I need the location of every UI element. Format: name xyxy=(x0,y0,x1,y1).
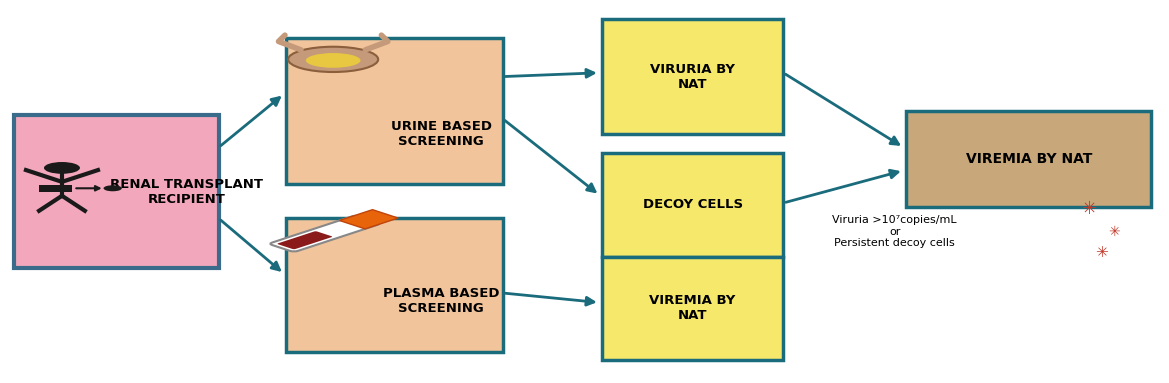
Text: VIREMIA BY
NAT: VIREMIA BY NAT xyxy=(650,294,735,322)
FancyBboxPatch shape xyxy=(602,257,783,360)
Text: PLASMA BASED
SCREENING: PLASMA BASED SCREENING xyxy=(383,286,499,315)
FancyBboxPatch shape xyxy=(286,218,503,352)
Ellipse shape xyxy=(306,53,360,68)
Text: ✳: ✳ xyxy=(1108,225,1120,239)
FancyBboxPatch shape xyxy=(602,153,783,257)
FancyBboxPatch shape xyxy=(14,115,219,268)
Text: URINE BASED
SCREENING: URINE BASED SCREENING xyxy=(390,120,492,148)
FancyBboxPatch shape xyxy=(286,38,503,184)
FancyBboxPatch shape xyxy=(39,185,71,192)
Text: RENAL TRANSPLANT
RECIPIENT: RENAL TRANSPLANT RECIPIENT xyxy=(110,177,263,206)
FancyBboxPatch shape xyxy=(602,19,783,134)
Text: DECOY CELLS: DECOY CELLS xyxy=(643,198,742,211)
FancyBboxPatch shape xyxy=(906,111,1151,207)
Text: VIRURIA BY
NAT: VIRURIA BY NAT xyxy=(650,62,735,91)
FancyBboxPatch shape xyxy=(277,231,332,249)
FancyBboxPatch shape xyxy=(270,216,380,252)
Circle shape xyxy=(44,162,79,174)
Circle shape xyxy=(104,185,122,191)
FancyBboxPatch shape xyxy=(339,210,399,229)
Text: ✳: ✳ xyxy=(1082,200,1097,218)
Ellipse shape xyxy=(288,47,378,72)
Text: VIREMIA BY NAT: VIREMIA BY NAT xyxy=(966,152,1092,166)
Text: Viruria >10⁷copies/mL
or
Persistent decoy cells: Viruria >10⁷copies/mL or Persistent deco… xyxy=(832,215,957,248)
Text: ✳: ✳ xyxy=(1095,245,1107,260)
